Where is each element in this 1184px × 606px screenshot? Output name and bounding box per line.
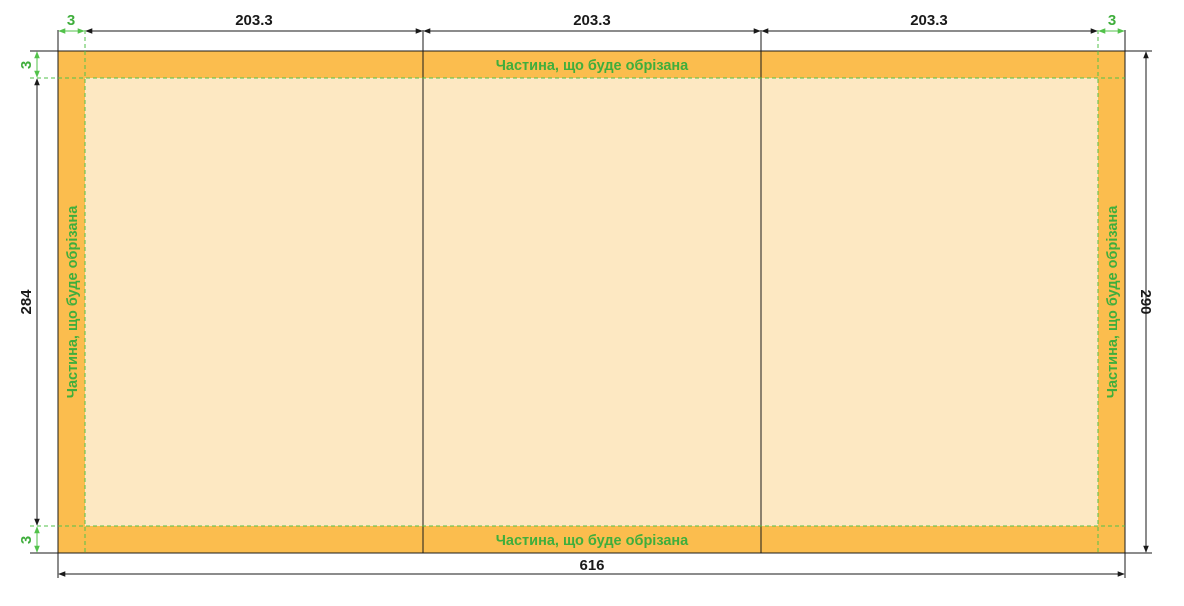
dim-label-full-width: 616 [579,557,604,574]
dim-label-full-height: 290 [1137,289,1154,314]
dim-label-bleed-bottom: 3 [18,536,35,544]
trim-label-left: Частина, що буде обрізана [65,205,81,398]
dim-label-bleed-top: 3 [18,61,35,69]
dim-label-panel-3: 203.3 [910,12,948,29]
safe-area [85,78,1098,526]
dim-label-panel-2: 203.3 [573,12,611,29]
trim-label-top: Частина, що буде обрізана [496,58,689,74]
dim-label-bleed-left: 3 [67,12,75,29]
dim-label-bleed-right: 3 [1108,12,1116,29]
trim-label-bottom: Частина, що буде обрізана [496,533,689,549]
extension-lines [30,30,1152,578]
trim-guides [30,30,1125,553]
dim-label-panel-1: 203.3 [235,12,273,29]
trim-label-right: Частина, що буде обрізана [1105,205,1121,398]
dim-label-inner-height: 284 [18,289,35,315]
sheet-outline [57,50,1126,554]
